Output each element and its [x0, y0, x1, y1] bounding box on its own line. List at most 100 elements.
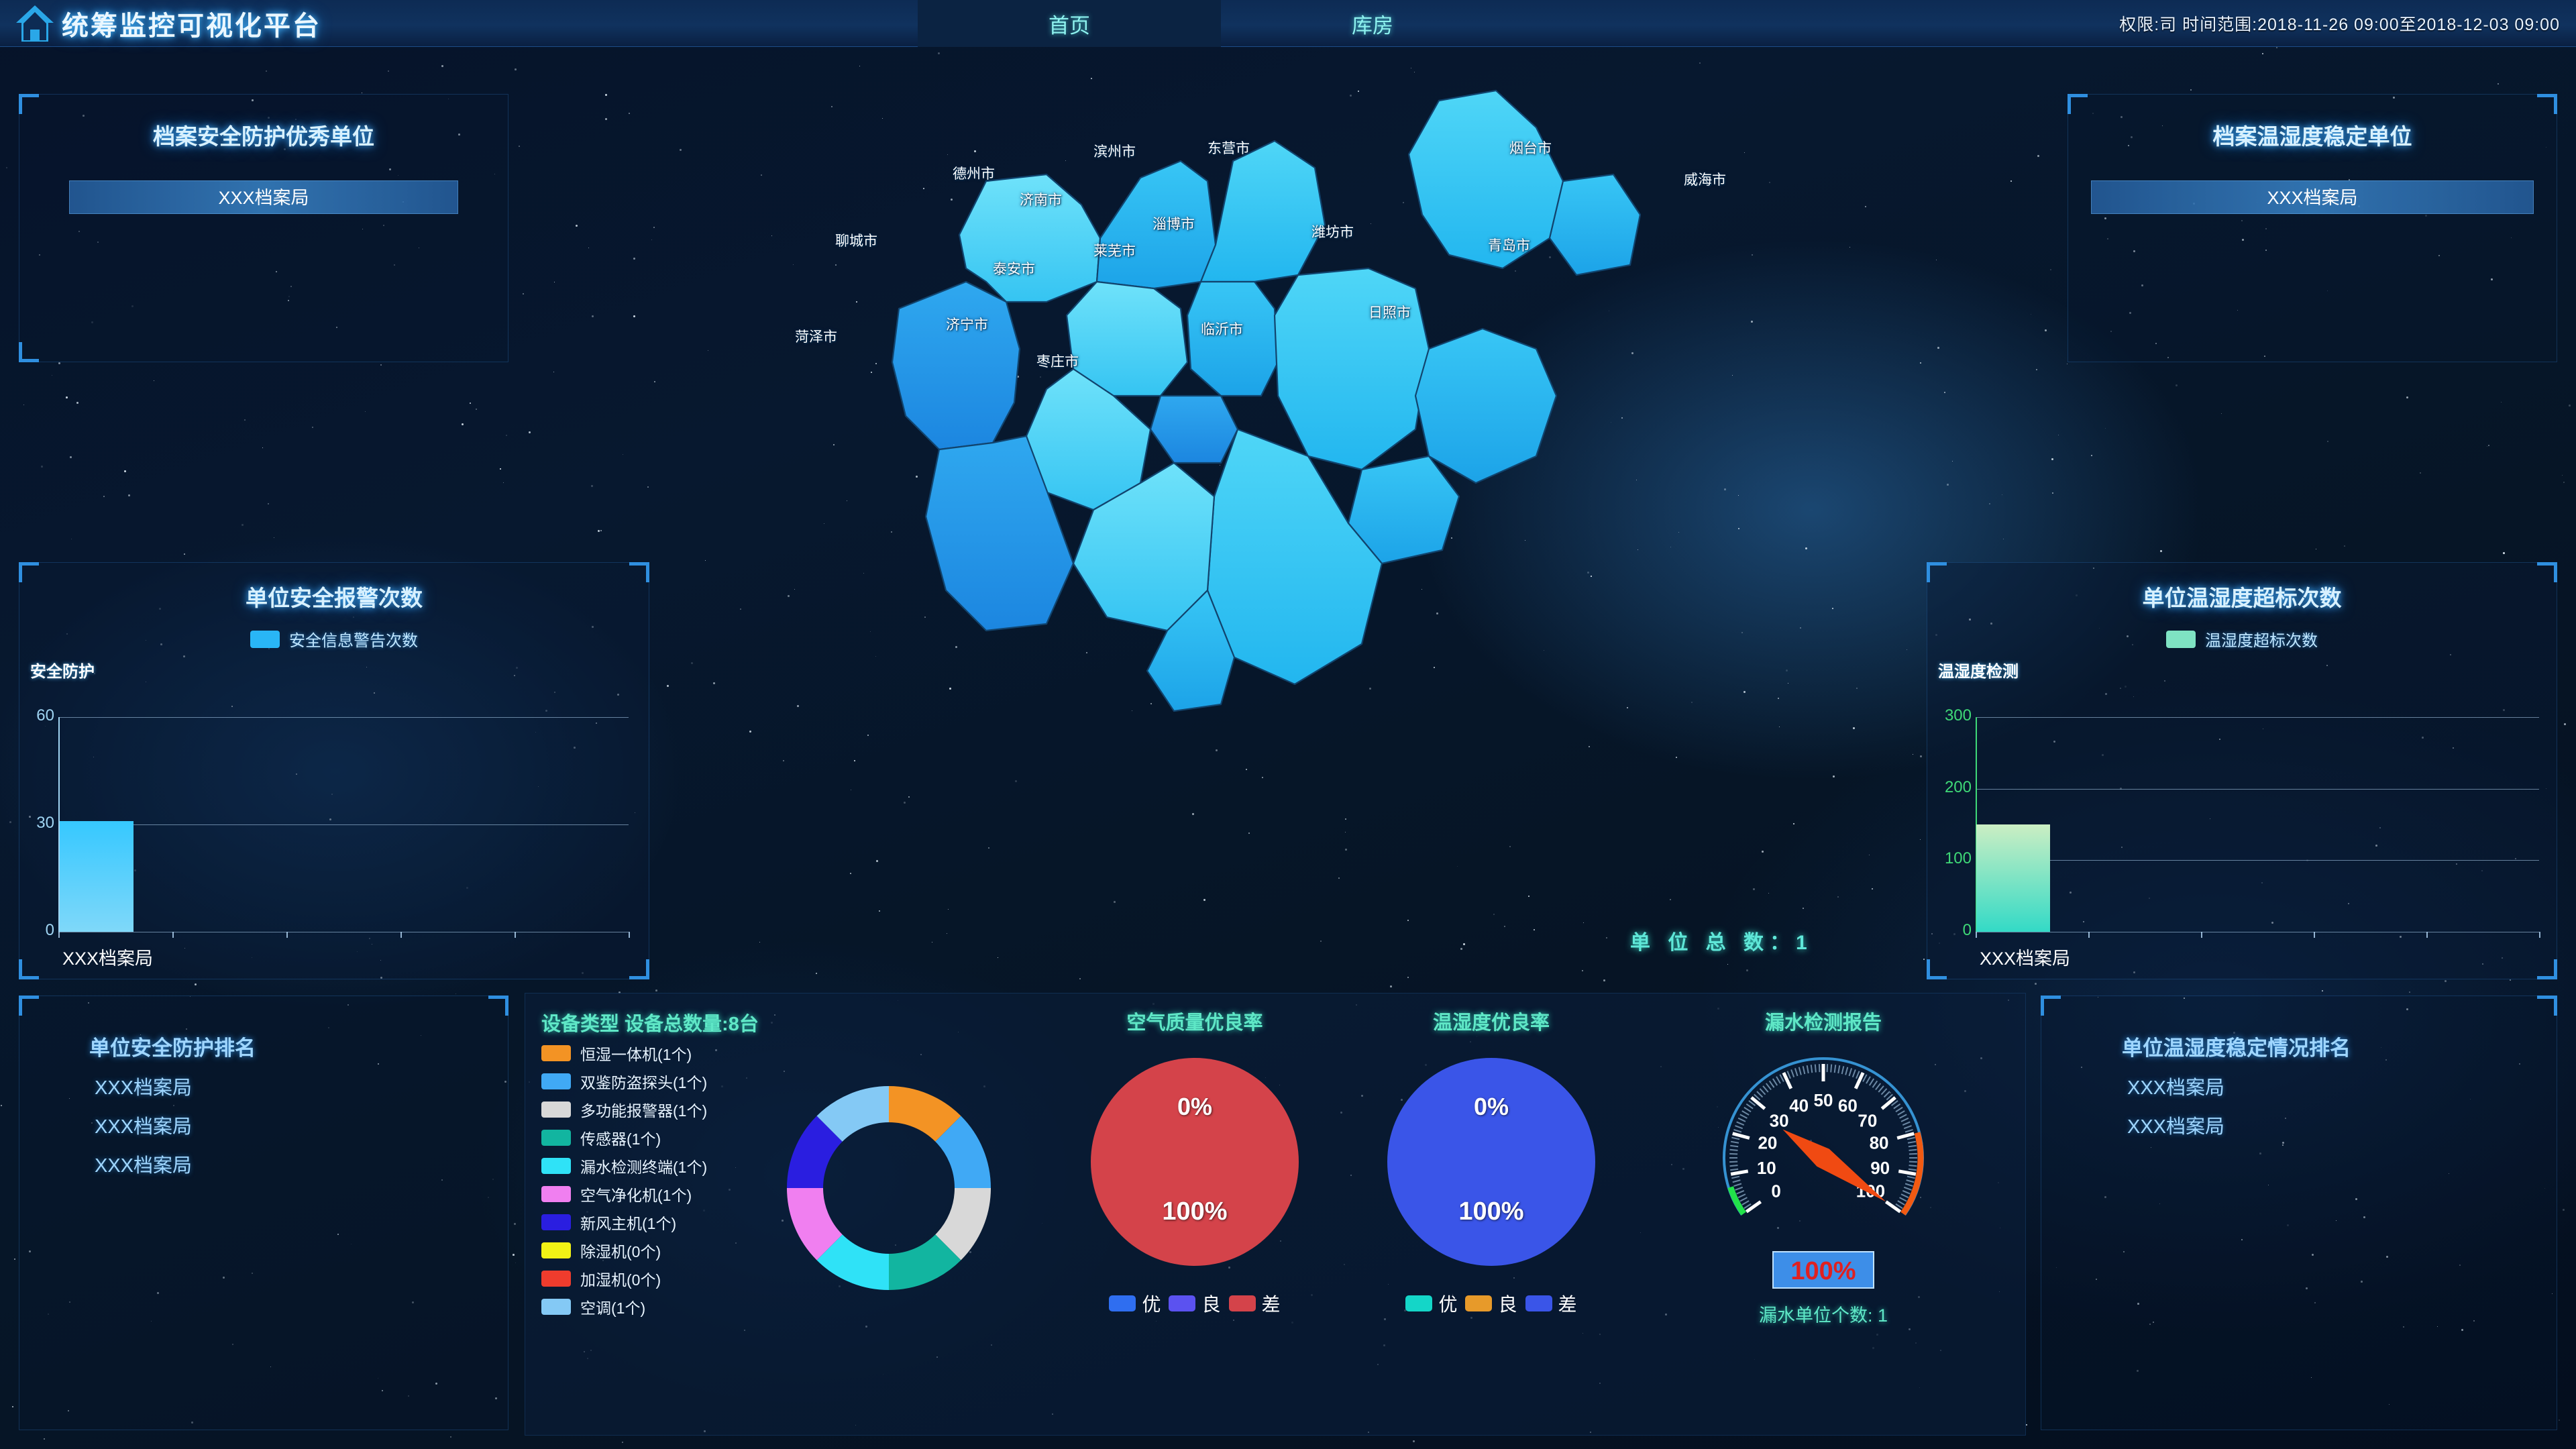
device-legend-item[interactable]: 空调(1个) — [541, 1295, 823, 1318]
excellent-unit-title: 档案安全防护优秀单位 — [153, 123, 374, 150]
excess-plot-area: 0 100 200 300 XXX档案局 — [1945, 706, 2540, 969]
chart-bar[interactable] — [1976, 824, 2050, 932]
corner-decor — [1927, 562, 1947, 582]
donut-slice[interactable] — [787, 1116, 843, 1188]
gauge-tick — [1776, 1076, 1781, 1084]
chart-x-tick — [2088, 932, 2090, 938]
device-legend-label: 漏水检测终端(1个) — [580, 1159, 708, 1176]
gauge-tick — [1884, 1200, 1902, 1214]
donut-slice[interactable] — [889, 1234, 961, 1290]
gauge-tick — [1866, 1076, 1871, 1084]
gauge-tick — [1909, 1161, 1917, 1163]
donut-slice[interactable] — [889, 1086, 961, 1142]
rank-safety-item[interactable]: XXX档案局 — [95, 1155, 193, 1177]
gauge-tick — [1872, 1080, 1878, 1088]
stable-unit-title: 档案温湿度稳定单位 — [2212, 123, 2412, 150]
donut-slice[interactable] — [787, 1188, 843, 1260]
chart-y-axis — [58, 717, 60, 932]
donut-slice[interactable] — [816, 1234, 889, 1290]
rank-temp-item[interactable]: XXX档案局 — [2127, 1116, 2225, 1138]
device-legend-item[interactable]: 漏水检测终端(1个) — [541, 1155, 823, 1177]
gauge-tick — [1729, 1152, 1738, 1155]
tab-home[interactable]: 首页 — [918, 0, 1221, 47]
chart-y-tick: 60 — [36, 706, 54, 724]
pie-legend-item[interactable]: 良 — [1465, 1290, 1517, 1317]
excess-chart-title: 单位温湿度超标次数 — [2142, 585, 2342, 611]
chart-y-tick: 0 — [45, 921, 54, 939]
chart-y-tick: 200 — [1944, 777, 1972, 796]
device-legend-item[interactable]: 空气净化机(1个) — [541, 1183, 823, 1205]
gauge-tick — [1893, 1103, 1901, 1110]
chart-bar[interactable] — [60, 820, 133, 932]
gauge-tick-label: 50 — [1814, 1090, 1833, 1110]
chart-x-tick — [286, 932, 288, 938]
pie-legend-item[interactable]: 优 — [1405, 1290, 1457, 1317]
shandong-map[interactable] — [671, 80, 1905, 986]
panel-alarm-chart: 单位安全报警次数 安全信息警告次数 安全防护 0 30 60 XXX档案局 — [19, 562, 649, 979]
donut-slice[interactable] — [816, 1086, 889, 1142]
air-quality-pie-circle — [1091, 1058, 1299, 1266]
gauge-tick — [1731, 1136, 1740, 1140]
tab-storage[interactable]: 库房 — [1221, 0, 1524, 47]
device-legend-item[interactable]: 传感器(1个) — [541, 1126, 823, 1149]
device-legend-item[interactable]: 多功能报警器(1个) — [541, 1098, 823, 1121]
device-legend-item[interactable]: 恒湿一体机(1个) — [541, 1042, 823, 1065]
chart-x-category: XXX档案局 — [62, 949, 154, 969]
device-color-swatch-icon — [541, 1242, 571, 1258]
gauge-tick — [1883, 1091, 1890, 1098]
corner-decor — [2537, 562, 2557, 582]
excess-chart-legend[interactable]: 温湿度超标次数 — [1927, 627, 2557, 651]
donut-slice[interactable] — [935, 1116, 991, 1188]
stable-unit-value[interactable]: XXX档案局 — [2091, 180, 2534, 214]
device-legend-item[interactable]: 加湿机(0个) — [541, 1267, 823, 1290]
temp-humidity-pie[interactable]: 0% 100% — [1387, 1058, 1595, 1266]
excellent-unit-value[interactable]: XXX档案局 — [69, 180, 458, 214]
alarm-chart-title: 单位安全报警次数 — [246, 585, 423, 611]
device-color-swatch-icon — [541, 1186, 571, 1202]
gauge-tick-label: 10 — [1757, 1158, 1776, 1178]
pie-legend-swatch-icon — [1405, 1295, 1433, 1311]
corner-decor — [19, 94, 39, 114]
rank-safety-item[interactable]: XXX档案局 — [95, 1116, 193, 1138]
temp-humidity-legend[interactable]: 优良 差 — [1357, 1290, 1625, 1317]
gauge-tick — [1837, 1065, 1841, 1074]
pie-legend-item[interactable]: 差 — [1525, 1290, 1577, 1317]
device-color-swatch-icon — [541, 1073, 571, 1089]
rank-temp-item[interactable]: XXX档案局 — [2127, 1077, 2225, 1099]
panel-rank-safety: 单位安全防护排名 XXX档案局 XXX档案局 XXX档案局 — [19, 996, 508, 1430]
air-quality-pie[interactable]: 0% 100% — [1091, 1058, 1299, 1266]
pie-legend-label: 优 — [1142, 1294, 1161, 1315]
air-quality-chart: 空气质量优良率 0% 100% 优 良 差 — [1061, 1007, 1329, 1423]
device-legend-item[interactable]: 新风主机(1个) — [541, 1211, 823, 1234]
gauge-tick-label: 40 — [1789, 1095, 1809, 1116]
device-legend-item[interactable]: 双鉴防盗探头(1个) — [541, 1070, 823, 1093]
device-donut-chart[interactable] — [775, 1074, 1003, 1302]
pie-legend-item[interactable]: 良 — [1169, 1290, 1221, 1317]
device-legend-item[interactable]: 除湿机(0个) — [541, 1239, 823, 1262]
corner-decor — [19, 959, 39, 979]
pie-legend-item[interactable]: 差 — [1228, 1290, 1281, 1317]
chart-gridline — [1976, 788, 2539, 790]
donut-slice[interactable] — [935, 1188, 991, 1260]
gauge-tick — [1782, 1072, 1793, 1089]
gauge-tick — [1798, 1067, 1802, 1075]
page-title: 统筹监控可视化平台 — [62, 11, 321, 42]
gauge-tick — [1900, 1193, 1909, 1199]
pie-legend-label: 差 — [1558, 1294, 1577, 1315]
gauge-tick — [1908, 1144, 1917, 1148]
alarm-chart-legend[interactable]: 安全信息警告次数 — [19, 627, 649, 651]
pie-legend-item[interactable]: 优 — [1109, 1290, 1161, 1317]
gauge-tick — [1765, 1083, 1772, 1091]
gauge-tick — [1902, 1121, 1911, 1126]
rank-safety-item[interactable]: XXX档案局 — [95, 1077, 193, 1099]
air-quality-legend[interactable]: 优良差 — [1061, 1290, 1329, 1317]
map-city-label: 烟台市 — [1509, 141, 1552, 156]
device-legend-list[interactable]: 恒湿一体机(1个) 双鉴防盗探头(1个) 多功能报警器(1个) 传感器(1个) 漏水检测… — [541, 1042, 823, 1318]
chart-x-tick — [2201, 932, 2202, 938]
gauge-tick-label: 80 — [1870, 1133, 1889, 1153]
gauge-tick-label: 0 — [1771, 1181, 1780, 1201]
rank-safety-title: 单位安全防护排名 — [89, 1036, 256, 1060]
panel-rank-temp: 单位温湿度稳定情况排名 XXX档案局 XXX档案局 — [2041, 996, 2557, 1430]
